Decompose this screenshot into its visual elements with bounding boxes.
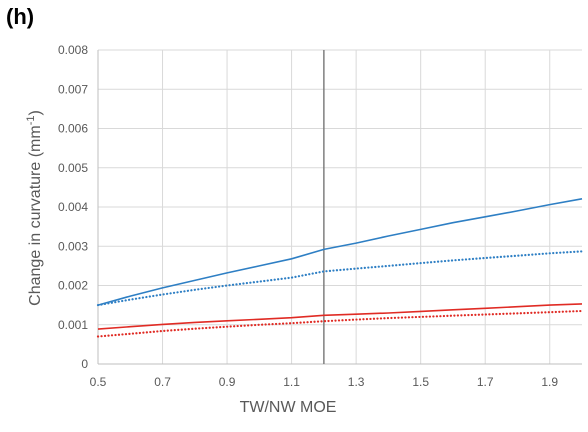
y-tick-label: 0.002 xyxy=(58,279,88,293)
y-tick-label: 0.007 xyxy=(58,82,88,96)
y-tick-label: 0.001 xyxy=(58,318,88,332)
axis-layer xyxy=(97,50,582,365)
y-axis-title-main: Change in curvature (mm xyxy=(27,125,44,306)
x-tick-label: 0.7 xyxy=(154,375,171,389)
y-axis-title-close: ) xyxy=(27,110,44,115)
series-line-4 xyxy=(96,309,584,338)
series-layer xyxy=(96,198,584,338)
y-tick-label: 0.005 xyxy=(58,161,88,175)
y-tick-label: 0.006 xyxy=(58,122,88,136)
series-line-2 xyxy=(96,250,584,307)
x-axis-title: TW/NW MOE xyxy=(240,399,337,416)
x-tick-label: 1.5 xyxy=(412,375,429,389)
x-tick-label: 0.5 xyxy=(90,375,107,389)
x-tick-label: 1.1 xyxy=(283,375,300,389)
series-line-3 xyxy=(97,303,583,330)
label-layer: 0 0.001 0.002 0.003 0.004 0.005 0.006 0.007 0.00… xyxy=(58,43,558,389)
y-axis-title: Change in curvature (mm-1) xyxy=(25,110,44,306)
x-tick-label: 1.3 xyxy=(348,375,365,389)
grid-layer xyxy=(98,49,582,364)
x-tick-label: 0.9 xyxy=(219,375,236,389)
series-line-1 xyxy=(97,198,583,306)
y-tick-label: 0.004 xyxy=(58,200,88,214)
x-tick-label: 1.7 xyxy=(477,375,494,389)
y-axis-title-sup: -1 xyxy=(25,116,37,126)
y-tick-label: 0.008 xyxy=(58,43,88,57)
x-tick-label: 1.9 xyxy=(541,375,558,389)
y-tick-label: 0.003 xyxy=(58,239,88,253)
panel-label: (h) xyxy=(6,4,35,29)
y-tick-label: 0 xyxy=(81,357,88,371)
